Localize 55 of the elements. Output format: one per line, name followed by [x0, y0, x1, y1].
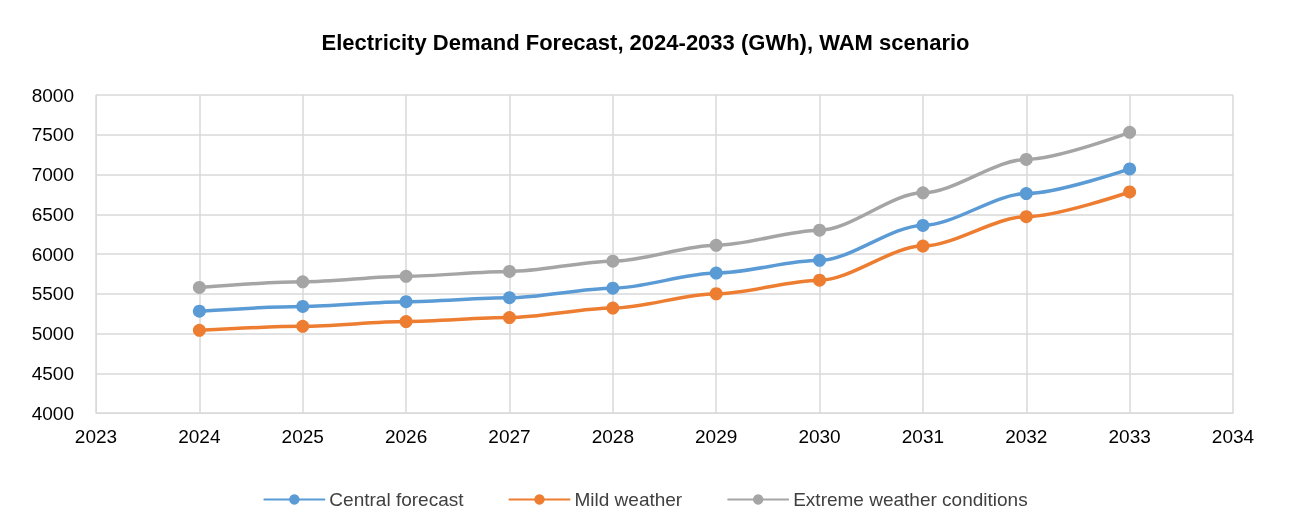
point — [709, 287, 723, 301]
x-tick-label: 2031 — [901, 426, 945, 447]
x-tick-label: 2033 — [1108, 426, 1151, 447]
x-tick-label: 2030 — [798, 426, 841, 447]
y-tick-label: 8000 — [31, 84, 74, 106]
y-tick-label: 5500 — [31, 283, 74, 305]
legend-label: Extreme weather conditions — [793, 489, 1028, 510]
chart-title: Electricity Demand Forecast, 2024-2033 (GWh), WAM scenario — [321, 29, 970, 55]
point — [296, 319, 310, 333]
y-tick-label: 4500 — [31, 362, 74, 384]
point — [606, 301, 620, 315]
point — [399, 269, 413, 283]
point — [296, 275, 310, 289]
point — [502, 291, 516, 305]
x-tick-label: 2024 — [178, 426, 221, 447]
point — [606, 281, 620, 295]
point — [1123, 125, 1137, 139]
point — [1019, 152, 1033, 166]
point — [916, 239, 930, 253]
point — [1019, 210, 1033, 224]
point — [399, 295, 413, 309]
point — [502, 264, 516, 278]
point — [502, 311, 516, 325]
point — [192, 304, 206, 318]
point — [709, 238, 723, 252]
point — [192, 323, 206, 337]
point — [916, 218, 930, 232]
y-tick-label: 6500 — [31, 203, 74, 225]
x-tick-label: 2028 — [591, 426, 634, 447]
x-tick-label: 2032 — [1005, 426, 1048, 447]
point — [709, 266, 723, 280]
x-tick-label: 2025 — [281, 426, 324, 447]
point — [916, 186, 930, 200]
y-tick-label: 5000 — [31, 323, 74, 344]
x-tick-label: 2027 — [488, 426, 531, 447]
point — [813, 223, 827, 237]
y-tick-label: 7500 — [31, 124, 74, 146]
x-tick-label: 2026 — [384, 426, 428, 447]
x-tick-label: 2029 — [695, 426, 738, 447]
point — [606, 254, 620, 268]
y-tick-label: 7000 — [31, 164, 74, 185]
y-tick-label: 4000 — [31, 402, 74, 424]
point — [1019, 187, 1033, 201]
x-tick-label: 2023 — [74, 426, 118, 447]
point — [1123, 162, 1137, 176]
point — [1123, 185, 1137, 199]
point — [296, 299, 310, 313]
point — [192, 280, 206, 294]
legend-label: Central forecast — [329, 489, 465, 510]
y-tick-label: 6000 — [31, 243, 74, 265]
point — [813, 253, 827, 267]
point — [813, 273, 827, 287]
legend-label: Mild weather — [574, 489, 683, 510]
x-tick-label: 2034 — [1211, 426, 1255, 447]
point — [399, 315, 413, 329]
